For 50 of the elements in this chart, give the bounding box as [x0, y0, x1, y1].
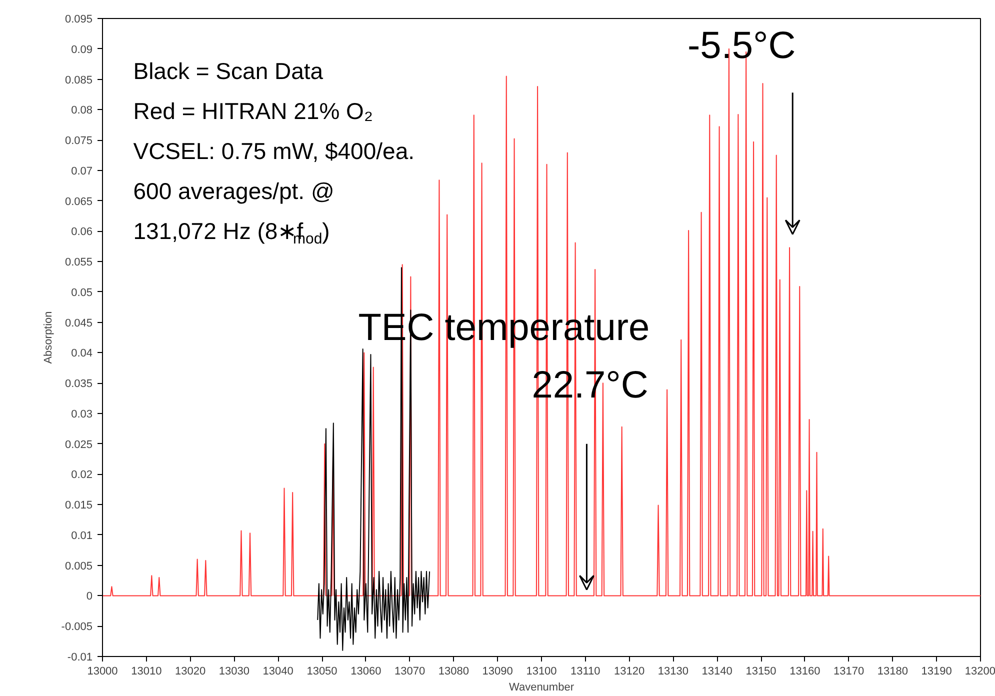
y-tick-label: 0.005 — [64, 560, 93, 572]
x-tick-label: 13200 — [964, 666, 995, 678]
x-tick-label: 13000 — [87, 666, 118, 678]
x-tick-label: 13070 — [394, 666, 426, 678]
x-tick-label: 13130 — [658, 666, 688, 678]
x-tick-label: 13190 — [921, 666, 952, 678]
y-tick-label: 0.01 — [71, 530, 93, 542]
y-tick-label: 0.09 — [71, 44, 93, 56]
y-tick-label: 0.065 — [64, 196, 93, 208]
y-tick-label: 0.05 — [71, 286, 93, 299]
y-tick-label: 0.08 — [71, 104, 93, 117]
y-tick-label: 0.04 — [71, 348, 93, 360]
x-tick-label: 13060 — [350, 666, 382, 678]
x-tick-label: 13140 — [702, 666, 732, 678]
y-tick-label: 0.06 — [71, 226, 93, 238]
y-tick-label: 0 — [86, 590, 93, 603]
x-axis-title: Wavenumber — [508, 682, 574, 694]
x-tick-label: 13080 — [438, 666, 469, 678]
x-tick-label: 13120 — [614, 666, 645, 678]
x-tick-label: 13030 — [218, 666, 250, 678]
x-tick-label: 13010 — [131, 666, 162, 678]
y-tick-label: 0.085 — [64, 74, 93, 86]
y-tick-label: 0.07 — [71, 165, 93, 178]
annotation: -5.5°C — [688, 24, 796, 67]
x-tick-label: 13150 — [746, 666, 776, 678]
y-tick-label: 0.03 — [71, 408, 93, 420]
annotation: 600 averages/pt. @ — [133, 178, 334, 204]
annotation: VCSEL: 0.75 mW, $400/ea. — [133, 138, 415, 164]
y-tick-label: 0.02 — [71, 469, 93, 482]
y-tick-label: 0.075 — [64, 135, 93, 148]
y-tick-label: -0.005 — [61, 621, 93, 634]
annotation: Red = HITRAN 21% O₂ — [133, 98, 373, 124]
x-tick-label: 13160 — [790, 666, 820, 678]
x-tick-label: 13020 — [175, 666, 206, 678]
x-tick-label: 13050 — [306, 666, 338, 678]
y-tick-label: 0.035 — [64, 378, 93, 390]
x-tick-label: 13100 — [526, 666, 557, 678]
y-tick-label: 0.055 — [64, 256, 93, 269]
x-tick-label: 13090 — [482, 666, 513, 678]
y-axis-title: Absorption — [42, 311, 54, 364]
y-tick-label: 0.015 — [64, 500, 93, 512]
y-tick-label: 0.025 — [64, 438, 93, 451]
y-tick-label: -0.01 — [67, 652, 93, 664]
annotation: Black = Scan Data — [133, 58, 324, 84]
x-tick-label: 13180 — [877, 666, 908, 678]
y-tick-label: 0.095 — [64, 14, 93, 26]
y-tick-label: 0.045 — [64, 317, 93, 330]
x-tick-label: 13040 — [262, 666, 294, 678]
x-tick-label: 13110 — [570, 666, 600, 678]
x-tick-label: 13170 — [834, 666, 864, 678]
